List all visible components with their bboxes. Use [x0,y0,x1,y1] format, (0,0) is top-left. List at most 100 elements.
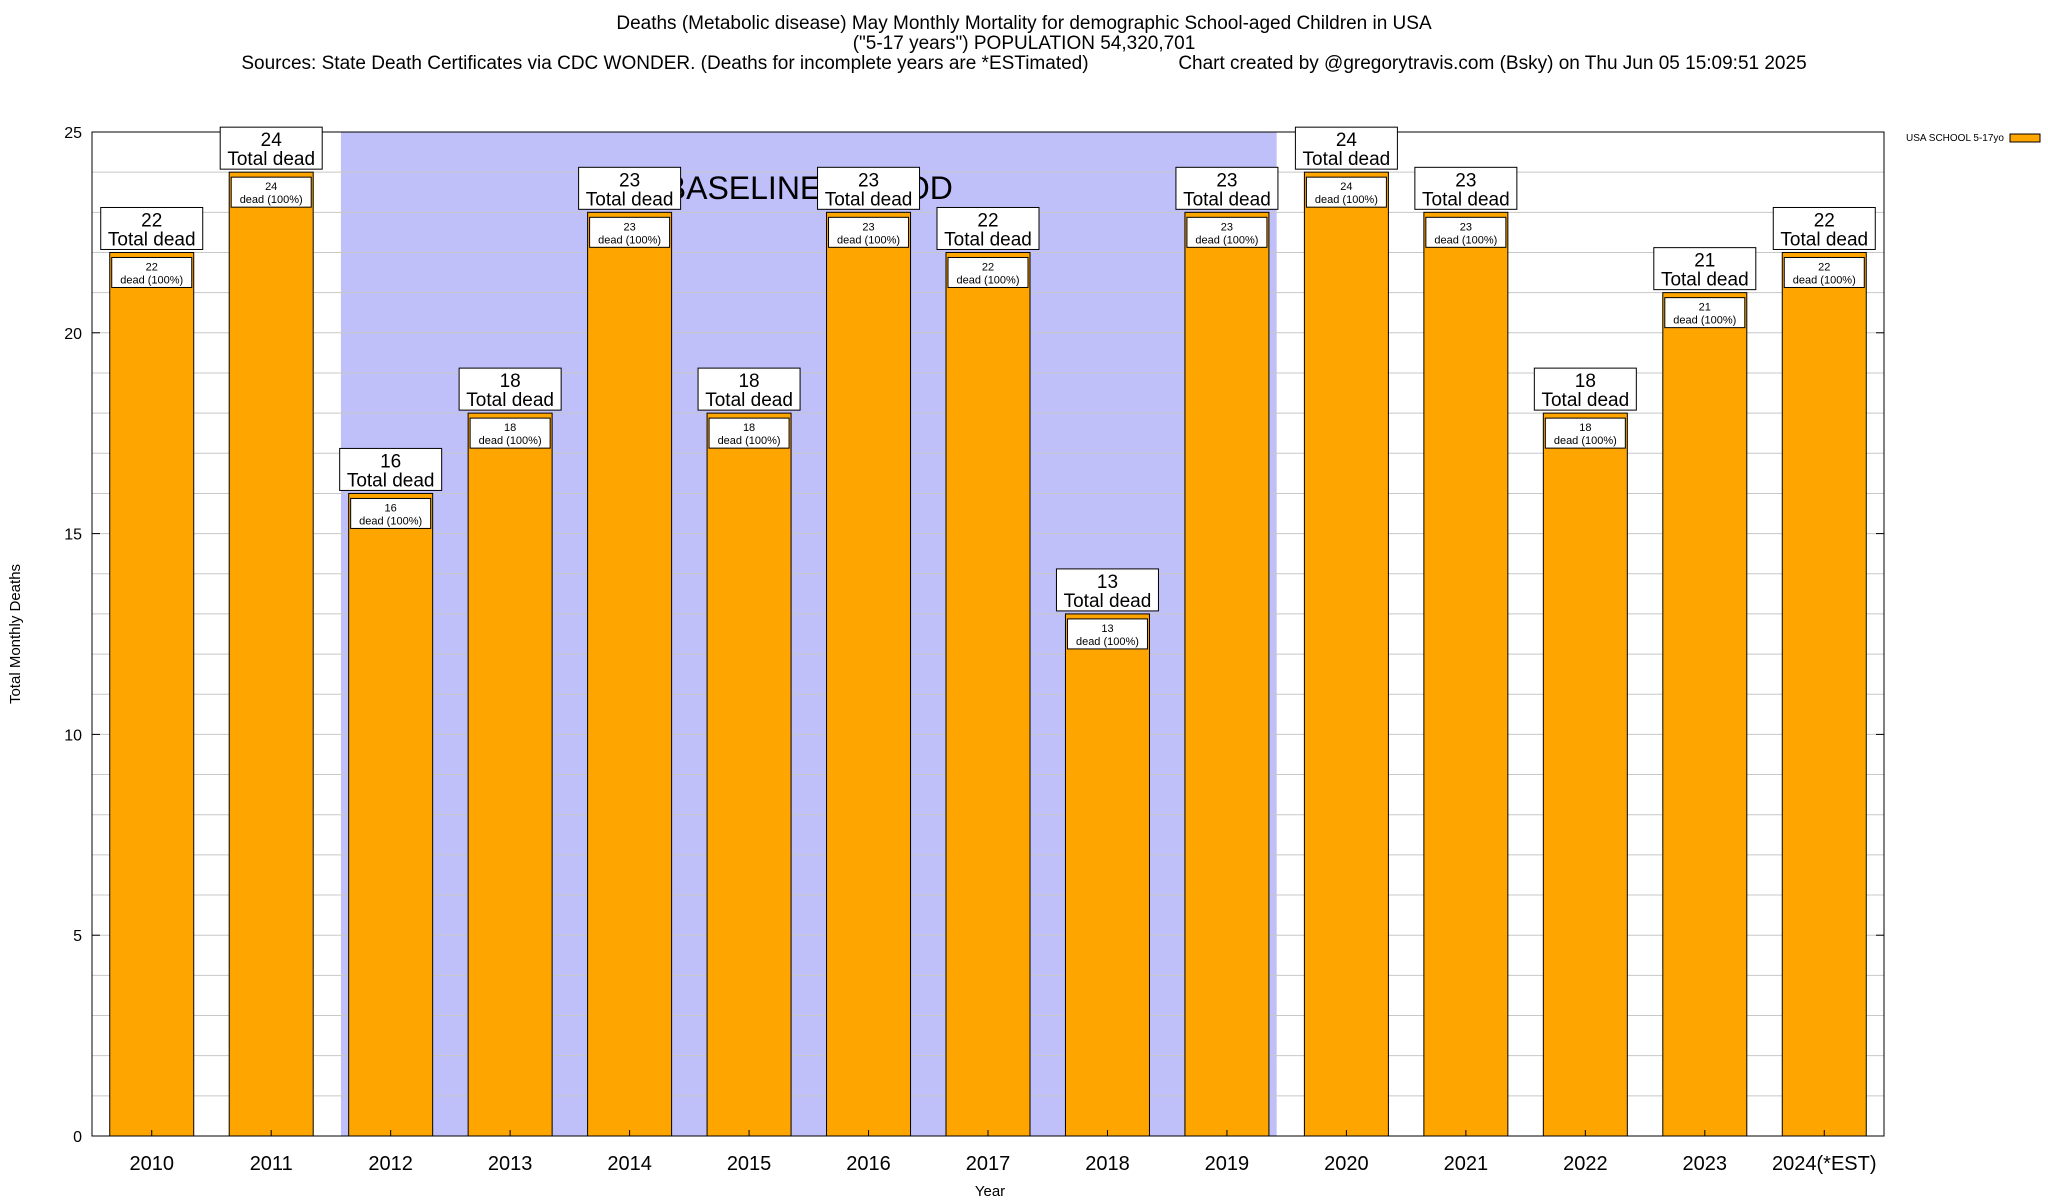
legend-swatch [2009,133,2041,143]
top-label-box [458,367,562,411]
top-label-box [817,166,921,210]
top-label-text: Total dead [586,189,674,210]
inner-label-value: 22 [146,261,158,273]
inner-label-value: 24 [265,181,277,193]
inner-label-box [230,176,312,208]
x-tick-label: 2017 [966,1153,1011,1175]
bar [706,412,792,1137]
top-label-text: Total dead [466,390,554,411]
bar [587,211,673,1137]
y-tick-label: 15 [64,527,82,544]
top-label-text: Total dead [944,229,1032,250]
inner-label-text: dead (100%) [1673,315,1736,327]
x-tick-label: 2011 [250,1153,293,1175]
top-label-value: 22 [1814,210,1835,231]
inner-label-box [1425,216,1507,248]
y-tick-label: 5 [73,928,82,945]
top-label-value: 23 [619,170,640,191]
top-label-text: Total dead [1303,149,1391,170]
x-tick-label: 2020 [1324,1153,1369,1175]
x-tick-label: 2010 [129,1153,174,1175]
top-label-value: 13 [1097,572,1118,593]
bar [1781,251,1867,1137]
inner-label-value: 18 [504,422,516,434]
bar [1423,211,1509,1137]
inner-label-value: 24 [1340,181,1352,193]
inner-label-box [589,216,671,248]
sources-text: Sources: State Death Certificates via CD… [241,53,1089,74]
top-label-value: 16 [380,451,401,472]
top-label-value: 18 [738,371,759,392]
inner-label-value: 16 [385,502,397,514]
top-label-box [100,206,204,250]
top-label-box [219,126,323,170]
top-label-box [1414,166,1518,210]
bar [228,171,314,1137]
inner-label-box [1066,618,1148,650]
top-label-text: Total dead [1780,229,1868,250]
x-tick-label: 2021 [1444,1153,1489,1175]
bar [1184,211,1270,1137]
top-label-box [1055,568,1159,612]
chart-sources-credit: Sources: State Death Certificates via CD… [0,54,2048,74]
top-label-box [936,206,1040,250]
top-label-box [1653,247,1757,291]
top-label-box [697,367,801,411]
x-tick-label: 2014 [607,1153,652,1175]
x-tick-label: 2019 [1205,1153,1250,1175]
top-label-value: 18 [1575,371,1596,392]
inner-label-value: 23 [623,221,635,233]
y-axis-label: Total Monthly Deaths [7,564,24,704]
inner-label-box [1186,216,1268,248]
top-label-value: 21 [1694,251,1715,272]
chart-title: Deaths (Metabolic disease) May Monthly M… [616,13,1432,34]
top-label-text: Total dead [108,229,196,250]
x-tick-label: 2023 [1683,1153,1728,1175]
x-tick-label: 2018 [1085,1153,1130,1175]
inner-label-text: dead (100%) [1434,234,1497,246]
top-label-box [578,166,682,210]
inner-label-text: dead (100%) [957,274,1020,286]
inner-label-text: dead (100%) [240,194,303,206]
inner-label-text: dead (100%) [598,234,661,246]
inner-label-box [708,417,790,449]
top-label-value: 24 [261,130,283,151]
top-label-text: Total dead [1661,270,1749,291]
top-label-value: 18 [500,371,521,392]
top-label-box [1772,206,1876,250]
bar [348,492,434,1137]
inner-label-box [111,256,193,288]
x-tick-label: 2024(*EST) [1772,1153,1877,1175]
inner-label-value: 23 [1221,221,1233,233]
bar [945,251,1031,1137]
inner-label-value: 21 [1699,302,1711,314]
top-label-value: 23 [858,170,879,191]
legend: USA SCHOOL 5-17yo [1906,133,2041,144]
top-label-text: Total dead [705,390,793,411]
top-label-value: 22 [141,210,162,231]
top-label-text: Total dead [1183,189,1271,210]
y-tick-label: 0 [73,1129,82,1146]
inner-label-text: dead (100%) [837,234,900,246]
y-tick-label: 20 [64,326,82,343]
inner-label-text: dead (100%) [1076,636,1139,648]
